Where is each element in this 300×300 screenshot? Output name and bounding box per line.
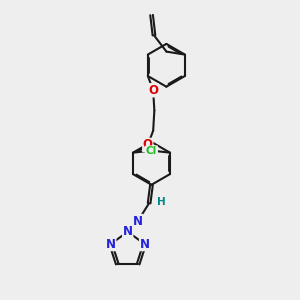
Text: N: N [140,238,150,250]
Text: N: N [123,225,133,238]
Text: O: O [143,138,153,152]
Text: Cl: Cl [146,146,157,156]
Text: N: N [133,214,143,227]
Text: Cl: Cl [146,146,157,156]
Text: O: O [148,84,158,97]
Text: H: H [157,197,166,207]
Text: N: N [106,238,116,250]
